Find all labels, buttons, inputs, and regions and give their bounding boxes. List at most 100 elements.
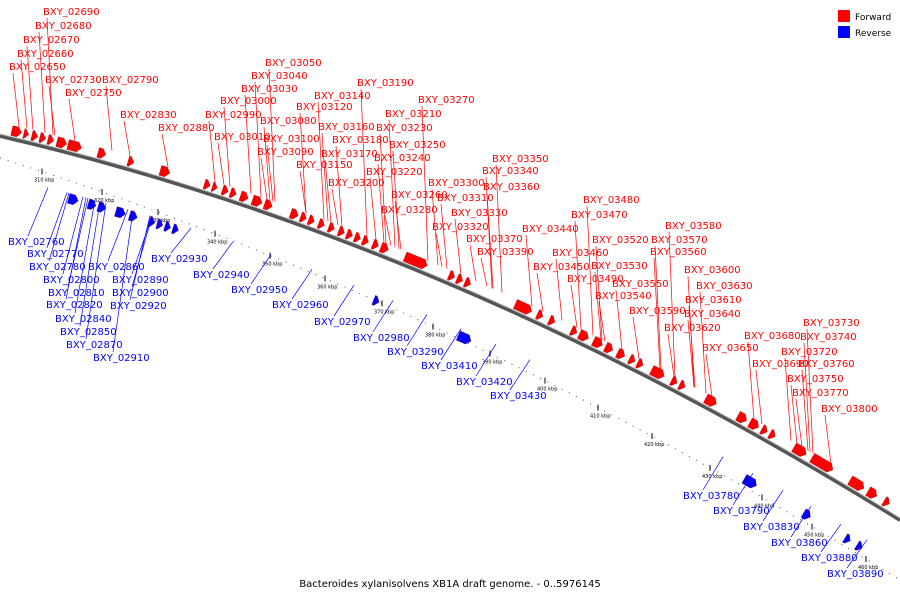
reverse-gene[interactable] xyxy=(67,193,79,206)
forward-gene[interactable] xyxy=(158,165,171,177)
forward-leader-line xyxy=(469,244,477,282)
forward-gene-label: BXY_03210 xyxy=(385,109,442,120)
forward-gene[interactable] xyxy=(649,365,666,380)
forward-gene[interactable] xyxy=(202,178,212,190)
reverse-gene[interactable] xyxy=(371,295,381,307)
forward-gene[interactable] xyxy=(615,347,627,361)
forward-leader-line xyxy=(586,205,594,336)
forward-leader-line xyxy=(570,284,578,328)
reverse-gene[interactable] xyxy=(854,540,864,553)
forward-gene[interactable] xyxy=(591,336,604,349)
forward-gene[interactable] xyxy=(352,231,362,243)
forward-gene[interactable] xyxy=(228,187,238,199)
forward-leader-line xyxy=(46,17,54,135)
forward-gene-label: BXY_02750 xyxy=(65,88,122,99)
forward-gene[interactable] xyxy=(220,184,230,196)
forward-gene[interactable] xyxy=(30,130,39,142)
forward-gene[interactable] xyxy=(262,198,274,211)
forward-gene[interactable] xyxy=(38,132,47,143)
forward-gene[interactable] xyxy=(336,225,346,237)
scale-tick-label: 310 kbp xyxy=(34,178,54,184)
forward-gene[interactable] xyxy=(669,375,679,388)
reverse-gene[interactable] xyxy=(127,210,138,223)
forward-gene[interactable] xyxy=(759,424,769,437)
forward-gene[interactable] xyxy=(454,273,464,286)
forward-gene[interactable] xyxy=(22,128,30,140)
forward-gene[interactable] xyxy=(569,325,579,338)
forward-gene[interactable] xyxy=(46,134,55,145)
forward-leader-line xyxy=(48,85,56,136)
reverse-gene[interactable] xyxy=(171,223,180,235)
scale-tick-label: 340 kbp xyxy=(207,240,227,246)
reverse-gene[interactable] xyxy=(96,201,107,214)
forward-gene[interactable] xyxy=(603,342,615,355)
forward-gene[interactable] xyxy=(250,194,264,208)
forward-gene[interactable] xyxy=(513,299,534,316)
forward-gene[interactable] xyxy=(55,136,68,149)
forward-gene[interactable] xyxy=(126,155,136,167)
forward-gene[interactable] xyxy=(677,379,687,392)
forward-gene[interactable] xyxy=(298,211,308,223)
reverse-leader-line xyxy=(46,192,68,249)
forward-gene[interactable] xyxy=(747,417,761,432)
forward-gene[interactable] xyxy=(547,314,557,327)
forward-gene[interactable] xyxy=(402,251,429,270)
forward-gene[interactable] xyxy=(210,181,219,193)
forward-gene[interactable] xyxy=(535,309,545,322)
forward-gene[interactable] xyxy=(96,147,107,160)
forward-gene[interactable] xyxy=(378,242,390,254)
reverse-gene[interactable] xyxy=(842,533,852,546)
forward-gene[interactable] xyxy=(316,218,326,230)
forward-gene[interactable] xyxy=(735,411,749,425)
forward-gene-label: BXY_03760 xyxy=(798,359,855,370)
forward-gene[interactable] xyxy=(627,354,637,366)
forward-gene-label: BXY_03770 xyxy=(792,388,849,399)
forward-gene[interactable] xyxy=(66,139,83,153)
reverse-gene[interactable] xyxy=(456,330,473,346)
forward-leader-line xyxy=(688,305,696,388)
forward-gene-label: BXY_02990 xyxy=(205,110,262,121)
forward-gene[interactable] xyxy=(635,358,645,370)
forward-gene-label: BXY_03570 xyxy=(651,235,708,246)
reverse-gene-label: BXY_02760 xyxy=(8,237,65,248)
genome-backbone-highlight xyxy=(0,133,900,519)
reverse-gene-label: BXY_02870 xyxy=(66,340,123,351)
forward-leader-line xyxy=(790,384,798,445)
reverse-leader-line xyxy=(131,216,153,275)
forward-gene-label: BXY_03680 xyxy=(744,331,801,342)
forward-gene[interactable] xyxy=(865,486,880,501)
forward-leader-line xyxy=(784,357,792,441)
forward-gene[interactable] xyxy=(809,453,836,474)
forward-gene[interactable] xyxy=(881,496,892,509)
forward-leader-line xyxy=(394,200,402,250)
forward-gene[interactable] xyxy=(791,442,809,459)
reverse-leader-line xyxy=(509,359,531,391)
forward-gene-label: BXY_03090 xyxy=(257,147,314,158)
reverse-gene[interactable] xyxy=(155,218,165,230)
forward-gene[interactable] xyxy=(370,238,380,251)
forward-leader-line xyxy=(795,398,803,448)
forward-gene[interactable] xyxy=(306,214,316,226)
forward-gene-label: BXY_03340 xyxy=(482,166,539,177)
forward-gene[interactable] xyxy=(238,190,250,203)
scale-tick-label: 410 kbp xyxy=(590,414,610,420)
forward-gene[interactable] xyxy=(10,125,23,138)
forward-gene[interactable] xyxy=(446,270,456,282)
forward-gene[interactable] xyxy=(344,228,354,240)
forward-gene-label: BXY_03350 xyxy=(492,154,549,165)
forward-gene[interactable] xyxy=(462,277,472,289)
forward-gene[interactable] xyxy=(847,475,867,493)
forward-gene[interactable] xyxy=(767,429,777,441)
forward-gene[interactable] xyxy=(703,393,718,408)
forward-leader-line xyxy=(12,72,20,127)
forward-gene[interactable] xyxy=(577,329,590,343)
scale-tick-label: 370 kbp xyxy=(374,309,394,315)
forward-gene-label: BXY_03320 xyxy=(432,222,489,233)
reverse-gene[interactable] xyxy=(163,221,173,232)
forward-gene[interactable] xyxy=(326,222,336,233)
forward-gene[interactable] xyxy=(360,235,370,246)
forward-gene[interactable] xyxy=(288,208,300,220)
forward-gene-label: BXY_03590 xyxy=(629,306,686,317)
reverse-gene[interactable] xyxy=(114,206,126,219)
reverse-leader-line xyxy=(475,343,497,377)
